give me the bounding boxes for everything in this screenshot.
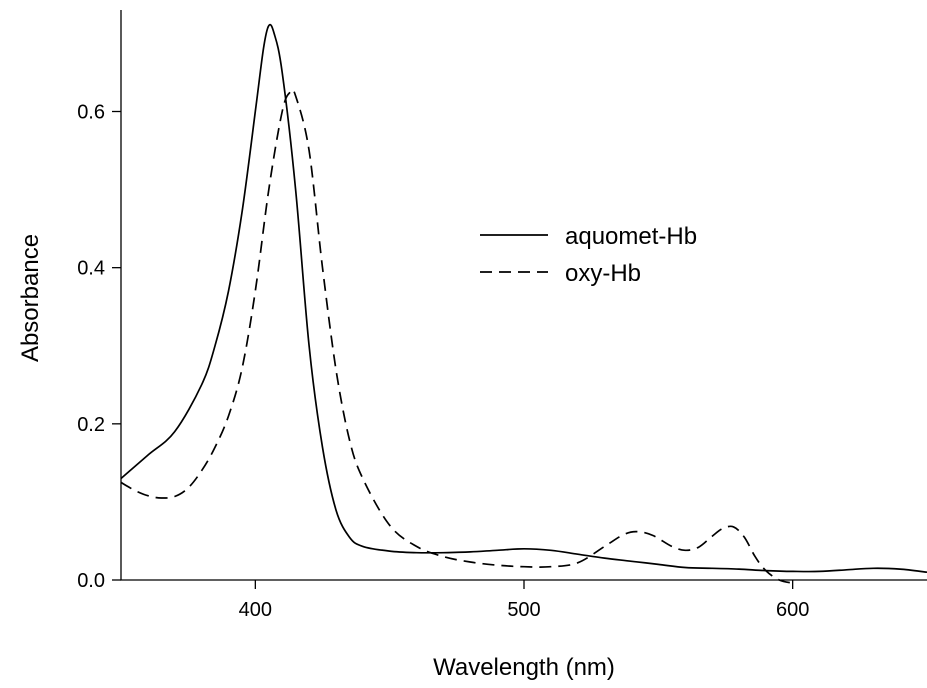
series-line-oxy-hb — [120, 88, 793, 584]
x-tick-label-400: 400 — [239, 599, 272, 621]
axis-ticks: 400 500 600 0.0 0.2 0.4 0.6 — [77, 102, 809, 621]
series-lines — [120, 23, 927, 584]
series-line-aquomet-hb — [120, 23, 927, 574]
y-tick-label-0.2: 0.2 — [77, 414, 105, 436]
x-tick-label-600: 600 — [776, 599, 809, 621]
legend-label-oxy-hb: oxy-Hb — [565, 260, 641, 287]
x-tick-label-500: 500 — [507, 599, 540, 621]
plot-frame — [120, 10, 927, 581]
plot-axes — [120, 10, 927, 581]
legend-label-aquomet-hb: aquomet-Hb — [565, 223, 697, 250]
y-tick-label-0.0: 0.0 — [77, 570, 105, 592]
legend: aquomet-Hb oxy-Hb — [480, 223, 697, 287]
y-tick-label-0.6: 0.6 — [77, 102, 105, 124]
y-tick-label-0.4: 0.4 — [77, 258, 105, 280]
x-axis-title: Wavelength (nm) — [433, 654, 615, 681]
y-axis-title: Absorbance — [17, 234, 44, 362]
